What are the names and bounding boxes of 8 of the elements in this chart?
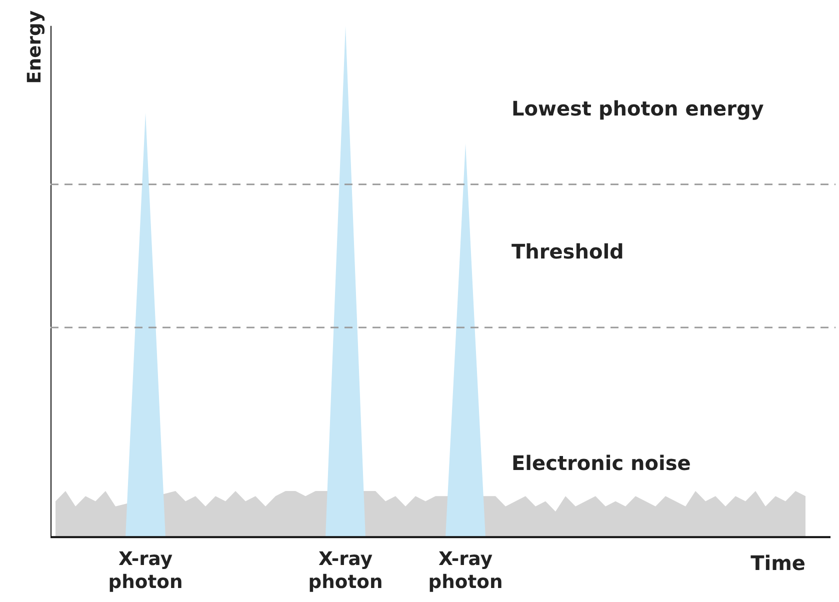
annotation: Threshold bbox=[512, 239, 624, 264]
annotation: Electronic noise bbox=[512, 451, 691, 476]
x-tick-label: X-ray photon bbox=[308, 549, 383, 594]
x-tick-label: X-ray photon bbox=[428, 549, 503, 594]
y-axis-title: Energy bbox=[24, 10, 46, 84]
annotation: Lowest photon energy bbox=[512, 96, 764, 120]
x-axis-title: Time bbox=[750, 551, 806, 576]
x-tick-label: X-ray photon bbox=[108, 549, 183, 594]
